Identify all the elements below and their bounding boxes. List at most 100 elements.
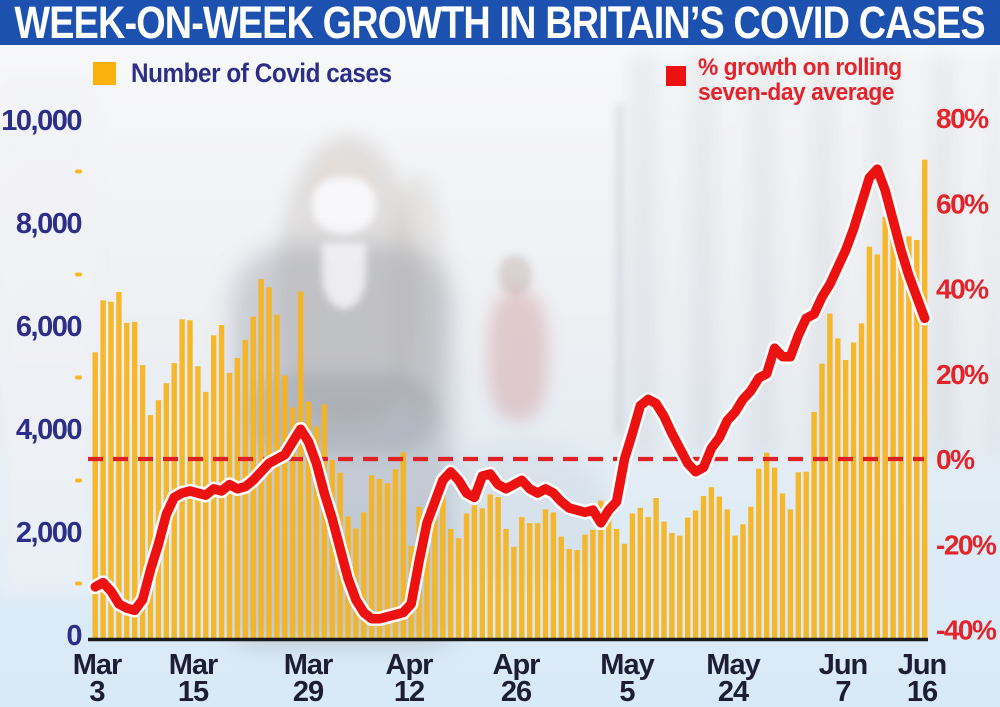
covid-cases-bar: [297, 291, 304, 638]
right-axis-tick-label: -40%: [936, 615, 997, 646]
covid-cases-bar: [811, 412, 817, 638]
covid-cases-bar: [590, 529, 596, 638]
covid-cases-bar: [282, 375, 288, 638]
covid-cases-bar: [843, 360, 849, 638]
covid-cases-bar: [503, 528, 509, 638]
x-axis-month-label: Jun: [898, 649, 947, 681]
cases-legend-swatch: [93, 62, 116, 85]
covid-cases-bar: [321, 404, 327, 638]
photo-arms-crossed: [248, 375, 438, 453]
x-axis-month-label: Jun: [819, 649, 868, 681]
covid-cases-bar: [764, 452, 770, 638]
covid-cases-bar: [566, 549, 572, 638]
right-axis-tick-label: 20%: [936, 359, 989, 390]
covid-cases-bar: [606, 506, 612, 638]
covid-cases-bar: [495, 497, 501, 638]
covid-cases-bar: [914, 240, 920, 638]
covid-cases-bar: [700, 496, 707, 638]
covid-cases-bar: [890, 236, 896, 638]
covid-cases-bar: [756, 468, 762, 638]
covid-cases-bar: [384, 483, 391, 638]
covid-cases-bar: [258, 279, 264, 638]
covid-cases-bar: [637, 507, 643, 638]
covid-cases-bar: [124, 322, 130, 638]
covid-cases-bar: [621, 543, 628, 638]
covid-cases-bar: [740, 524, 746, 638]
covid-cases-bar: [108, 301, 114, 638]
covid-cases-bar: [487, 494, 493, 638]
covid-cases-bar: [858, 323, 865, 638]
covid-cases-bar: [550, 512, 557, 638]
right-axis-tick-label: -20%: [936, 529, 997, 560]
covid-cases-bar: [850, 342, 857, 638]
x-axis-month-label: May: [600, 649, 654, 681]
covid-cases-bar: [132, 321, 138, 638]
covid-cases-bar: [534, 523, 541, 638]
photo-building-left: [0, 75, 95, 595]
x-axis-day-label: 26: [501, 676, 532, 707]
covid-cases-bar: [819, 363, 825, 638]
left-axis-tick-label: 0: [66, 620, 81, 652]
right-axis-tick-label: 0%: [936, 444, 975, 475]
photo-person-red-jacket: [488, 290, 548, 420]
x-axis-day-label: 16: [907, 676, 938, 707]
right-axis-tick-label: 40%: [936, 274, 989, 305]
covid-cases-bar: [519, 517, 525, 638]
covid-cases-bar: [400, 452, 406, 638]
left-axis-minor-tick: [75, 581, 82, 586]
covid-cases-bar: [922, 159, 928, 638]
covid-cases-bar: [448, 528, 454, 638]
covid-cases-bar: [558, 536, 564, 638]
covid-cases-bar: [361, 512, 367, 638]
left-axis-tick-label: 8,000: [16, 208, 81, 240]
covid-cases-bar: [906, 236, 912, 638]
growth-legend-label: % growth on rolling seven-day average: [698, 55, 902, 105]
x-axis-day-label: 24: [718, 676, 749, 707]
covid-cases-bar: [771, 467, 778, 638]
covid-cases-bar: [424, 511, 430, 638]
covid-cases-bar: [511, 546, 517, 638]
covid-cases-bar: [187, 320, 193, 638]
x-axis-month-label: Mar: [284, 649, 333, 681]
covid-cases-bar: [471, 505, 478, 638]
covid-cases-bar: [708, 487, 715, 638]
left-axis-tick-label: 4,000: [16, 414, 81, 446]
covid-cases-bar: [179, 319, 185, 638]
covid-cases-bar: [748, 506, 754, 638]
covid-cases-bar: [432, 497, 438, 638]
covid-cases-bar: [100, 300, 106, 639]
x-axis-day-label: 29: [293, 676, 324, 707]
covid-cases-bar: [290, 407, 296, 638]
legend-growth: % growth on rolling seven-day average: [666, 55, 912, 105]
covid-cases-bar: [629, 513, 636, 638]
covid-cases-bar: [313, 426, 320, 638]
covid-cases-bar: [685, 517, 691, 638]
cases-legend-label: Number of Covid cases: [131, 58, 392, 88]
covid-cases-bar: [479, 508, 485, 638]
x-axis-day-label: 3: [89, 676, 105, 707]
covid-cases-bar: [835, 338, 841, 638]
covid-cases-bar: [574, 550, 580, 638]
covid-cases-bar: [195, 366, 201, 638]
covid-cases-bar: [732, 535, 738, 638]
growth-legend-swatch: [666, 66, 686, 86]
photo-person-red-head: [498, 255, 532, 295]
covid-cases-bar: [645, 517, 651, 638]
left-axis-minor-tick: [75, 478, 82, 483]
x-axis-month-label: Apr: [386, 649, 434, 681]
covid-cases-bar: [677, 535, 683, 638]
covid-cases-bar: [582, 534, 588, 638]
covid-cases-bar: [305, 401, 312, 638]
growth-line: [90, 164, 930, 624]
covid-cases-bar: [527, 523, 533, 638]
covid-cases-bar: [147, 415, 154, 638]
left-axis-tick-label: 2,000: [16, 517, 81, 549]
covid-cases-bar: [874, 254, 880, 638]
covid-cases-bar: [392, 469, 399, 638]
covid-cases-bar: [866, 246, 873, 638]
photo-buildings-right: [630, 55, 1000, 455]
covid-cases-bar: [882, 216, 888, 639]
x-axis-day-label: 5: [619, 676, 635, 707]
x-axis-month-label: May: [706, 649, 760, 681]
